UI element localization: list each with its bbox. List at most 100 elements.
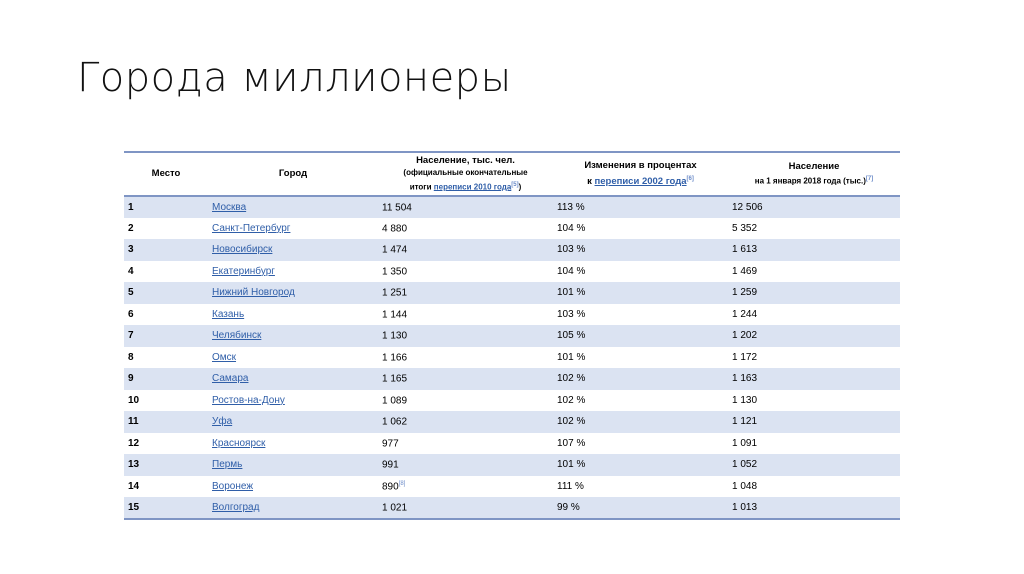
city-link[interactable]: Волгоград xyxy=(212,501,260,513)
cell-population-2010: 11 504 xyxy=(378,196,553,218)
city-link[interactable]: Казань xyxy=(212,308,245,320)
cell-rank: 1 xyxy=(128,201,134,213)
cell-rank: 9 xyxy=(128,373,134,385)
city-link[interactable]: Ростов-на-Дону xyxy=(212,394,285,406)
table-row: 6 Казань 1 144 103 % 1 244 xyxy=(124,303,900,326)
cell-city: Волгоград xyxy=(208,497,378,519)
population-2010-value: 1 089 xyxy=(382,394,408,406)
cell-population-2010: 890[8] xyxy=(378,476,553,498)
header-change-line1: Изменения в процентах xyxy=(584,160,697,172)
table-row: 4 Екатеринбург 1 350 104 % 1 469 xyxy=(124,260,900,282)
population-2010-value: 1 474 xyxy=(382,244,408,256)
table-row: 12 Красноярск 977 107 % 1 091 xyxy=(124,432,900,455)
cell-change-percent: 101 % xyxy=(557,459,586,471)
header-pop2010-line3-prefix: итоги xyxy=(409,182,434,192)
cell-change-percent: 111 % xyxy=(557,480,584,492)
million-cities-table: Место Город Население, тыс. чел. (официа… xyxy=(124,151,900,520)
header-pop2018-line2-text: на 1 января 2018 года (тыс.) xyxy=(754,176,866,186)
header-population-2018: Население на 1 января 2018 года (тыс.)[7… xyxy=(728,152,900,196)
header-rank: Место xyxy=(151,168,181,179)
cell-population-2018: 1 469 xyxy=(732,265,758,277)
city-link[interactable]: Екатеринбург xyxy=(212,265,275,277)
cell-population-2010: 4 880 xyxy=(378,218,553,240)
cell-rank: 5 xyxy=(128,287,134,299)
million-cities-table-container: Место Город Население, тыс. чел. (официа… xyxy=(124,151,900,520)
population-2010-value: 1 251 xyxy=(382,287,408,299)
cell-change-percent: 99 % xyxy=(557,501,580,513)
table-row: 14 Воронеж 890[8] 111 % 1 048 xyxy=(124,475,900,498)
city-link[interactable]: Уфа xyxy=(212,416,233,428)
cell-city: Уфа xyxy=(208,411,378,433)
cell-city: Казань xyxy=(208,304,378,326)
table-row: 7 Челябинск 1 130 105 % 1 202 xyxy=(124,325,900,347)
header-pop2010-line1: Население, тыс. чел. xyxy=(416,154,515,166)
population-2010-value: 1 350 xyxy=(382,265,408,277)
header-change-line2: к переписи 2002 года[6] xyxy=(587,175,694,187)
city-link[interactable]: Нижний Новгород xyxy=(212,287,295,299)
header-change-line2-prefix: к xyxy=(587,175,595,187)
cell-change-percent: 103 % xyxy=(557,244,586,256)
cell-population-2010: 1 474 xyxy=(378,239,553,261)
cell-city: Нижний Новгород xyxy=(208,282,378,304)
cell-population-2010: 1 021 xyxy=(378,497,553,519)
population-2010-value: 1 165 xyxy=(382,373,408,385)
cell-population-2018: 1 013 xyxy=(732,501,758,513)
cell-change-percent: 102 % xyxy=(557,373,586,385)
header-city: Город xyxy=(278,168,308,179)
table-header-row: Место Город Население, тыс. чел. (официа… xyxy=(124,152,900,196)
slide-title: Города миллионеры xyxy=(77,55,512,101)
table-row: 10 Ростов-на-Дону 1 089 102 % 1 130 xyxy=(124,389,900,411)
population-2010-value: 991 xyxy=(382,459,399,471)
city-link[interactable]: Санкт-Петербург xyxy=(212,222,291,234)
footnote-link[interactable]: [8] xyxy=(398,480,406,487)
cell-rank: 8 xyxy=(128,351,134,363)
table-row: 13 Пермь 991 101 % 1 052 xyxy=(124,454,900,476)
cell-change-percent: 102 % xyxy=(557,416,586,428)
table-row: 3 Новосибирск 1 474 103 % 1 613 xyxy=(124,239,900,261)
cell-rank: 15 xyxy=(128,501,140,513)
cell-population-2018: 1 613 xyxy=(732,244,758,256)
cell-change-percent: 113 % xyxy=(557,201,585,213)
header-pop2010-line3-suffix: ) xyxy=(518,182,522,192)
city-link[interactable]: Москва xyxy=(212,201,247,213)
header-pop2018-line2: на 1 января 2018 года (тыс.)[7] xyxy=(732,173,896,188)
city-link[interactable]: Новосибирск xyxy=(212,244,273,256)
cell-city: Новосибирск xyxy=(208,239,378,261)
city-link[interactable]: Воронеж xyxy=(212,480,254,492)
cell-city: Москва xyxy=(208,196,378,218)
cell-rank: 2 xyxy=(128,222,134,234)
cell-rank: 10 xyxy=(128,394,140,406)
cell-population-2010: 1 166 xyxy=(378,347,553,369)
census-2002-link[interactable]: переписи 2002 года xyxy=(594,175,687,187)
cell-city: Санкт-Петербург xyxy=(208,218,378,240)
cell-rank: 11 xyxy=(128,416,139,428)
footnote-7-link[interactable]: [7] xyxy=(865,175,874,182)
city-link[interactable]: Самара xyxy=(212,373,249,385)
footnote-6-link[interactable]: [6] xyxy=(686,175,694,182)
cell-rank: 7 xyxy=(128,330,134,342)
table-row: 9 Самара 1 165 102 % 1 163 xyxy=(124,368,900,390)
header-population-2010: Население, тыс. чел. (официальные оконча… xyxy=(378,152,553,196)
table-row: 1 Москва 11 504 113 % 12 506 xyxy=(124,196,900,218)
cell-rank: 12 xyxy=(128,437,140,449)
city-link[interactable]: Челябинск xyxy=(212,330,262,342)
cell-population-2018: 1 202 xyxy=(732,330,758,342)
cell-population-2010: 991 xyxy=(378,454,553,476)
cell-change-percent: 107 % xyxy=(557,437,586,449)
population-2010-value: 1 166 xyxy=(382,351,408,363)
header-change-percent: Изменения в процентах к переписи 2002 го… xyxy=(553,152,728,196)
city-link[interactable]: Красноярск xyxy=(212,437,266,449)
population-2010-value: 1 144 xyxy=(382,308,408,320)
city-link[interactable]: Омск xyxy=(212,351,237,363)
city-link[interactable]: Пермь xyxy=(212,459,243,471)
cell-population-2018: 1 163 xyxy=(732,373,758,385)
cell-population-2018: 1 121 xyxy=(732,416,758,428)
cell-change-percent: 102 % xyxy=(557,394,586,406)
cell-city: Пермь xyxy=(208,454,378,476)
population-2010-value: 1 021 xyxy=(382,501,408,513)
header-pop2010-line2: (официальные окончательные xyxy=(403,167,528,177)
cell-population-2010: 977 xyxy=(378,433,553,455)
cell-city: Омск xyxy=(208,347,378,369)
census-2010-link[interactable]: переписи 2010 года xyxy=(433,182,512,192)
footnote-5-link[interactable]: [5] xyxy=(511,181,519,188)
